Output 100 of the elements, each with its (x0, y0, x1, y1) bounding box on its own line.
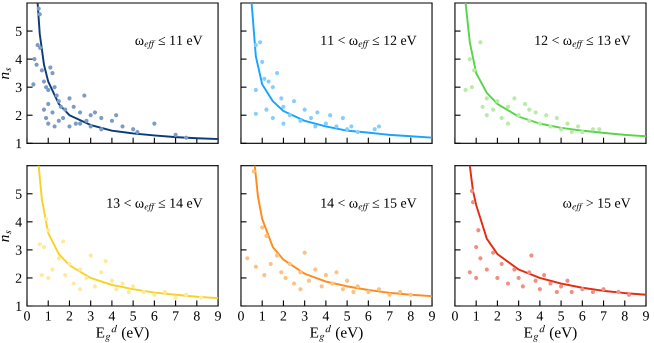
point (264, 234, 269, 238)
point (474, 276, 478, 280)
point (315, 110, 320, 114)
point (580, 130, 584, 134)
point (538, 287, 542, 292)
point (84, 276, 89, 280)
point (61, 116, 66, 120)
point (559, 127, 564, 132)
point (42, 79, 46, 84)
point (474, 245, 478, 250)
point (72, 104, 76, 109)
x-tick-label: 0 (452, 311, 458, 321)
y-tick-label: 5 (16, 26, 22, 36)
point (270, 85, 275, 90)
point (31, 82, 36, 86)
point (56, 99, 61, 104)
point (260, 225, 264, 230)
point (597, 127, 602, 132)
point (174, 132, 178, 137)
point (512, 96, 516, 100)
point (34, 62, 39, 67)
x-tick-label: 9 (642, 311, 649, 321)
point (198, 296, 204, 300)
point (82, 94, 86, 98)
point (92, 110, 98, 114)
point (46, 276, 50, 280)
y-axis-title: n$_{s}$ (2, 68, 12, 80)
x-tick-label: 4 (536, 311, 544, 320)
point (538, 122, 542, 126)
x-tick-label: 6 (365, 311, 372, 321)
point (330, 281, 334, 286)
x-tick-label: 3 (302, 311, 308, 321)
x-tick-label: 1 (474, 311, 479, 320)
point (174, 296, 178, 300)
x-tick-label: 7 (173, 311, 179, 320)
point (387, 292, 392, 297)
point (78, 122, 82, 126)
point (298, 118, 302, 123)
point (38, 46, 42, 50)
point (266, 79, 271, 84)
point (131, 284, 136, 288)
point (262, 76, 266, 81)
point (99, 116, 104, 120)
x-tick-label: 1 (260, 311, 265, 320)
point (372, 127, 377, 132)
x-tick-label: 6 (151, 311, 158, 321)
point (46, 88, 50, 92)
point (534, 278, 538, 283)
point (50, 267, 55, 272)
point (67, 96, 72, 100)
point (480, 104, 485, 109)
y-tick-label: 3 (16, 246, 22, 255)
point (398, 290, 402, 294)
point (52, 85, 57, 90)
point (254, 112, 258, 116)
point (184, 292, 188, 297)
point (463, 88, 468, 92)
point (292, 99, 296, 104)
point (254, 264, 258, 269)
x-tick-label: 2 (66, 311, 72, 320)
x-tick-label: 3 (88, 311, 94, 321)
point (313, 267, 318, 272)
annotation: 12 < ω$_{eff}$ ≤ 13 eV (535, 36, 631, 49)
point (302, 108, 307, 112)
point (334, 124, 339, 129)
x-tick-label: 4 (322, 311, 330, 320)
point (470, 200, 476, 204)
point (345, 127, 350, 132)
point (506, 104, 510, 109)
point (36, 43, 40, 48)
point (308, 116, 314, 120)
annotation: 13 < ω$_{eff}$ ≤ 14 eV (107, 198, 203, 212)
point (356, 130, 360, 134)
point (544, 113, 548, 118)
y-tick-label: 4 (15, 218, 22, 227)
point (258, 40, 262, 44)
x-tick-label: 2 (494, 311, 500, 320)
point (320, 284, 324, 288)
point (99, 127, 104, 132)
point (162, 290, 168, 294)
point (548, 124, 553, 129)
point (40, 68, 44, 72)
point (50, 71, 55, 76)
point (184, 136, 188, 140)
point (61, 239, 66, 244)
point (302, 250, 307, 255)
point (478, 40, 483, 44)
x-tick-label: 9 (215, 311, 221, 321)
point (580, 287, 584, 292)
point (292, 281, 296, 286)
point (44, 216, 48, 222)
point (554, 116, 559, 120)
y-tick-label: 1 (16, 302, 22, 311)
point (260, 60, 264, 64)
y-tick-label: 5 (16, 190, 22, 199)
x-tick-label: 0 (238, 311, 244, 321)
point (126, 290, 131, 294)
x-tick-label: 8 (408, 311, 414, 321)
point (67, 124, 72, 129)
point (298, 270, 302, 274)
